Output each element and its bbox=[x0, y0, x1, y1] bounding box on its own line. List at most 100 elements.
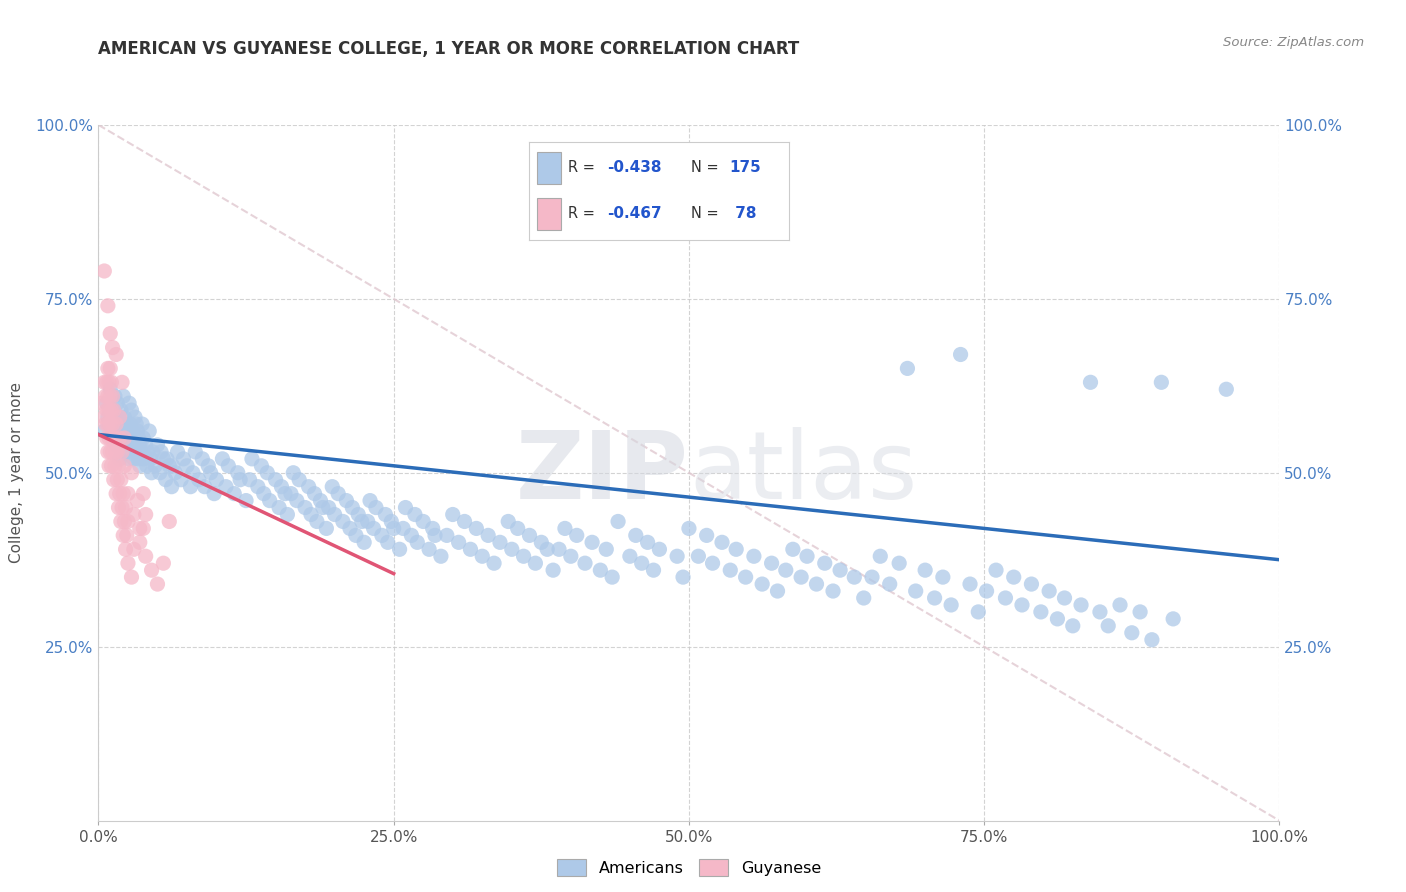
Point bbox=[904, 584, 927, 599]
Point bbox=[323, 508, 346, 522]
Point bbox=[380, 515, 402, 529]
Point bbox=[120, 417, 142, 431]
Point bbox=[344, 528, 367, 542]
Point bbox=[285, 493, 308, 508]
Text: R =: R = bbox=[568, 206, 600, 221]
Point bbox=[388, 542, 411, 557]
Point bbox=[217, 458, 239, 473]
Point bbox=[96, 403, 118, 417]
Point bbox=[111, 417, 134, 431]
Point bbox=[565, 528, 588, 542]
Point bbox=[489, 535, 512, 549]
Point bbox=[103, 403, 125, 417]
Point bbox=[357, 515, 380, 529]
Point bbox=[436, 528, 458, 542]
Point bbox=[600, 570, 623, 584]
Point bbox=[98, 445, 121, 459]
Point bbox=[790, 570, 813, 584]
Point bbox=[742, 549, 765, 564]
Point bbox=[112, 431, 135, 445]
Point bbox=[122, 508, 145, 522]
Point bbox=[97, 417, 120, 431]
Point bbox=[1070, 598, 1092, 612]
Point bbox=[607, 515, 630, 529]
Point bbox=[1062, 619, 1084, 633]
Point bbox=[103, 403, 125, 417]
Point bbox=[1150, 376, 1173, 390]
Point bbox=[108, 451, 131, 466]
Point bbox=[211, 451, 233, 466]
Point bbox=[688, 549, 710, 564]
Point bbox=[496, 515, 519, 529]
Point bbox=[107, 500, 129, 515]
Point bbox=[105, 417, 128, 431]
Point bbox=[121, 570, 143, 584]
Point bbox=[122, 542, 145, 557]
Point bbox=[121, 466, 143, 480]
Point bbox=[121, 438, 143, 452]
Point bbox=[1038, 584, 1060, 599]
Point bbox=[157, 458, 180, 473]
Point bbox=[630, 556, 652, 570]
Point bbox=[332, 515, 354, 529]
Point bbox=[118, 451, 141, 466]
Point bbox=[288, 473, 311, 487]
Point bbox=[453, 515, 475, 529]
Point bbox=[246, 480, 269, 494]
Point bbox=[97, 445, 120, 459]
Point bbox=[97, 299, 120, 313]
Point bbox=[524, 556, 547, 570]
Point bbox=[143, 458, 166, 473]
Point bbox=[718, 563, 741, 577]
Point bbox=[104, 431, 127, 445]
Point bbox=[976, 584, 998, 599]
Point bbox=[418, 542, 440, 557]
Point bbox=[118, 396, 141, 410]
Point bbox=[160, 480, 183, 494]
Point bbox=[108, 410, 131, 425]
Point bbox=[1121, 625, 1143, 640]
Point bbox=[830, 563, 852, 577]
Point bbox=[111, 500, 134, 515]
Point bbox=[110, 473, 132, 487]
Point bbox=[560, 549, 582, 564]
Point bbox=[939, 598, 962, 612]
Point bbox=[643, 563, 665, 577]
Point bbox=[191, 451, 214, 466]
Point bbox=[115, 445, 138, 459]
Point bbox=[1215, 382, 1237, 396]
Point bbox=[96, 431, 118, 445]
Point bbox=[127, 445, 149, 459]
Point bbox=[103, 473, 125, 487]
Legend: Americans, Guyanese: Americans, Guyanese bbox=[551, 853, 827, 882]
Point bbox=[896, 361, 918, 376]
Point bbox=[371, 528, 394, 542]
Point bbox=[131, 417, 153, 431]
Point bbox=[112, 438, 135, 452]
Point bbox=[105, 347, 128, 361]
Point bbox=[155, 473, 177, 487]
Point bbox=[115, 528, 138, 542]
Point bbox=[725, 542, 748, 557]
Point bbox=[112, 528, 135, 542]
Point bbox=[202, 486, 225, 500]
Point bbox=[423, 528, 446, 542]
Point bbox=[187, 473, 209, 487]
Point bbox=[342, 500, 364, 515]
Point bbox=[111, 445, 134, 459]
Point bbox=[1029, 605, 1052, 619]
Point bbox=[117, 486, 139, 500]
Point bbox=[215, 480, 238, 494]
Point bbox=[128, 458, 150, 473]
Point bbox=[128, 535, 150, 549]
Point bbox=[253, 486, 276, 500]
Point bbox=[114, 424, 136, 438]
Point bbox=[112, 458, 135, 473]
Point bbox=[412, 515, 434, 529]
Y-axis label: College, 1 year or more: College, 1 year or more bbox=[10, 383, 24, 563]
Point bbox=[959, 577, 981, 591]
Point bbox=[447, 535, 470, 549]
Point bbox=[93, 376, 115, 390]
Point bbox=[125, 438, 148, 452]
Point bbox=[274, 486, 297, 500]
